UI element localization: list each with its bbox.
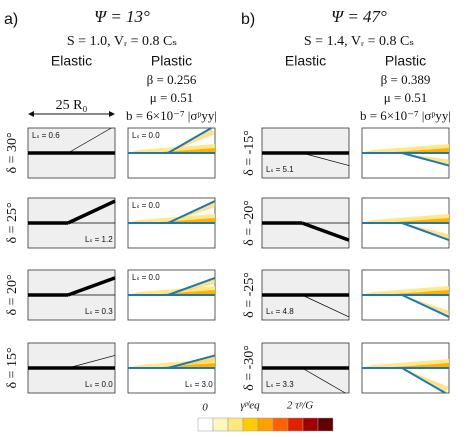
branch xyxy=(401,294,450,318)
branch xyxy=(301,221,350,242)
plastic-param: μ = 0.51 xyxy=(384,90,428,105)
ls-label: Lₛ = 0.0 xyxy=(132,201,160,210)
plastic-zone xyxy=(382,290,449,295)
plastic-zone xyxy=(148,290,215,295)
delta-label: δ = -20° xyxy=(242,200,257,246)
branch xyxy=(67,199,116,225)
plastic-zone xyxy=(148,148,215,153)
delta-label: δ = -15° xyxy=(242,130,257,176)
delta-label: δ = 20° xyxy=(5,274,20,315)
branch xyxy=(67,355,116,369)
branch xyxy=(301,367,346,394)
colorbar-label: γᵖˡeq xyxy=(240,400,260,412)
delta-label: δ = 15° xyxy=(5,347,20,388)
ls-label: Lₛ = 0.6 xyxy=(32,131,60,140)
scale-label: 25 R₀ xyxy=(56,98,88,113)
colorbar-swatch xyxy=(287,417,304,432)
branch xyxy=(67,127,112,154)
ls-label: Lₛ = 1.2 xyxy=(85,235,113,244)
branch xyxy=(401,367,446,394)
delta-label: δ = -25° xyxy=(242,272,257,318)
column-title: Elastic xyxy=(285,53,326,69)
panel-label: a) xyxy=(4,11,18,28)
colorbar-swatch xyxy=(212,417,229,432)
branch xyxy=(167,200,216,224)
plastic-param: β = 0.256 xyxy=(147,72,197,87)
colorbar-swatch xyxy=(197,417,214,432)
psi: Ψ = 47° xyxy=(331,7,387,26)
branch xyxy=(167,276,216,296)
colorbar-swatch xyxy=(242,417,259,432)
ls-label: Lₛ = 4.8 xyxy=(266,307,294,316)
panel-label: b) xyxy=(241,11,255,28)
colorbar-swatch xyxy=(317,417,334,432)
branch xyxy=(401,152,450,167)
colorbar-swatch xyxy=(272,417,289,432)
branch xyxy=(67,276,116,297)
delta-label: δ = 30° xyxy=(5,132,20,173)
ls-label: Lₛ = 0.0 xyxy=(132,131,160,140)
plastic-param: μ = 0.51 xyxy=(150,90,194,105)
plastic-zone xyxy=(382,363,449,368)
branch xyxy=(301,294,350,318)
plastic-zone xyxy=(382,148,449,153)
branch xyxy=(401,222,450,242)
psi: Ψ = 13° xyxy=(94,7,150,26)
plastic-param: b = 6×10⁻⁷ |σᵖyy| xyxy=(360,108,451,123)
plastic-zone xyxy=(148,218,215,223)
column-title: Plastic xyxy=(151,53,192,69)
branch xyxy=(301,152,350,166)
ls-label: Lₛ = 0.3 xyxy=(85,307,113,316)
plastic-param: β = 0.389 xyxy=(381,72,431,87)
colorbar-min: 0 xyxy=(202,402,208,414)
ls-label: Lₛ = 3.3 xyxy=(266,380,294,389)
ls-label: Lₛ = 0.0 xyxy=(132,273,160,282)
colorbar-swatch xyxy=(257,417,274,432)
ls-label: Lₛ = 0.0 xyxy=(85,380,113,389)
colorbar-swatch xyxy=(227,417,244,432)
params: S = 1.4, Vᵣ = 0.8 Cₛ xyxy=(304,34,414,49)
branch xyxy=(167,127,212,154)
params: S = 1.0, Vᵣ = 0.8 Cₛ xyxy=(67,34,177,49)
plastic-param: b = 6×10⁻⁷ |σᵖyy| xyxy=(126,108,217,123)
column-title: Elastic xyxy=(51,53,92,69)
colorbar-label: 2 τᵖ/G xyxy=(287,400,313,412)
delta-label: δ = -30° xyxy=(242,345,257,391)
delta-label: δ = 25° xyxy=(5,202,20,243)
ls-label: Lₛ = 3.0 xyxy=(185,380,213,389)
column-title: Plastic xyxy=(385,53,426,69)
ls-label: Lₛ = 5.1 xyxy=(266,165,294,174)
plastic-zone xyxy=(382,218,449,223)
branch xyxy=(167,354,216,369)
colorbar-swatch xyxy=(302,417,319,432)
